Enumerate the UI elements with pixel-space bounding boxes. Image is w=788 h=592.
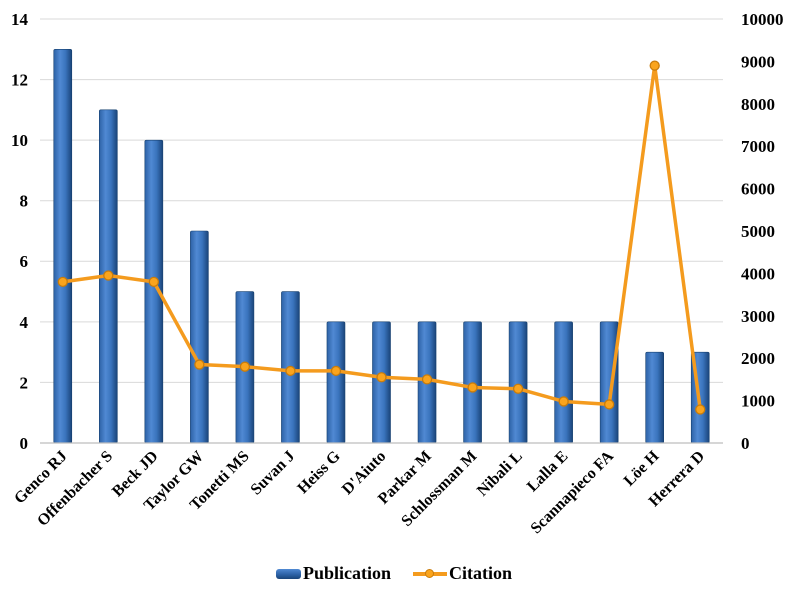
right-axis-tick-label: 7000 [741, 137, 775, 156]
right-axis-tick-label: 5000 [741, 222, 775, 241]
publication-bar [53, 48, 73, 444]
left-axis-tick-label: 12 [11, 71, 28, 90]
citation-marker [649, 60, 660, 71]
legend-label-citation: Citation [449, 563, 512, 583]
x-axis-category-label: Nibali L [474, 448, 526, 500]
right-axis-tick-label: 9000 [741, 52, 775, 71]
left-axis-tick-label: 6 [20, 252, 29, 271]
right-axis-tick-label: 3000 [741, 307, 775, 326]
citation-marker [421, 374, 433, 385]
citation-marker [467, 382, 478, 393]
citation-marker [194, 359, 205, 370]
citation-marker [57, 276, 68, 288]
left-axis-tick-label: 8 [20, 192, 29, 211]
publication-bar [190, 230, 209, 444]
citation-marker [604, 399, 615, 410]
left-axis-tick-label: 4 [20, 313, 29, 332]
left-axis-tick-label: 2 [20, 373, 29, 392]
combo-chart: 0 2 4 6 8 10 12 14 0 1000 2000 3000 4000 5000 6000 7000… [11, 10, 784, 537]
publication-bar [554, 321, 573, 444]
citation-marker [148, 276, 159, 288]
right-axis-tick-label: 10000 [741, 10, 784, 29]
publication-bar [326, 321, 346, 444]
right-axis-tick-label: 0 [741, 434, 750, 453]
right-axis-tick-label: 2000 [741, 349, 775, 368]
chart-legend: Publication Citation [0, 563, 788, 584]
right-axis-tick-label: 1000 [741, 392, 775, 411]
publication-bar [508, 321, 528, 444]
publication-swatch-icon [275, 568, 301, 579]
x-axis-category-label: Scannapieco FA [528, 447, 618, 537]
x-axis-category-label: Suvan J [248, 448, 299, 499]
right-axis-tick-label: 8000 [741, 95, 775, 114]
legend-label-publication: Publication [302, 563, 391, 583]
citation-marker [558, 396, 569, 407]
citation-marker [695, 404, 706, 415]
left-axis-tick-label: 14 [11, 10, 29, 29]
right-axis-tick-label: 4000 [741, 264, 775, 283]
citation-marker [285, 365, 296, 377]
legend-item-citation: Citation [413, 563, 512, 584]
x-axis-category-label: Heiss G [294, 447, 344, 497]
left-axis-tick-label: 0 [20, 434, 29, 453]
citation-marker [330, 365, 342, 377]
publication-bar [599, 321, 619, 444]
citation-marker [512, 383, 524, 394]
x-axis-category-label: Löe H [621, 447, 663, 489]
citation-marker [239, 361, 251, 372]
publication-bar [645, 351, 665, 444]
legend-item-publication: Publication [275, 563, 391, 584]
left-axis-tick-label: 10 [11, 131, 28, 150]
citation-marker [103, 270, 114, 281]
right-axis-tick-label: 6000 [741, 180, 775, 199]
citation-marker-icon [413, 568, 447, 580]
citation-marker [376, 372, 387, 383]
